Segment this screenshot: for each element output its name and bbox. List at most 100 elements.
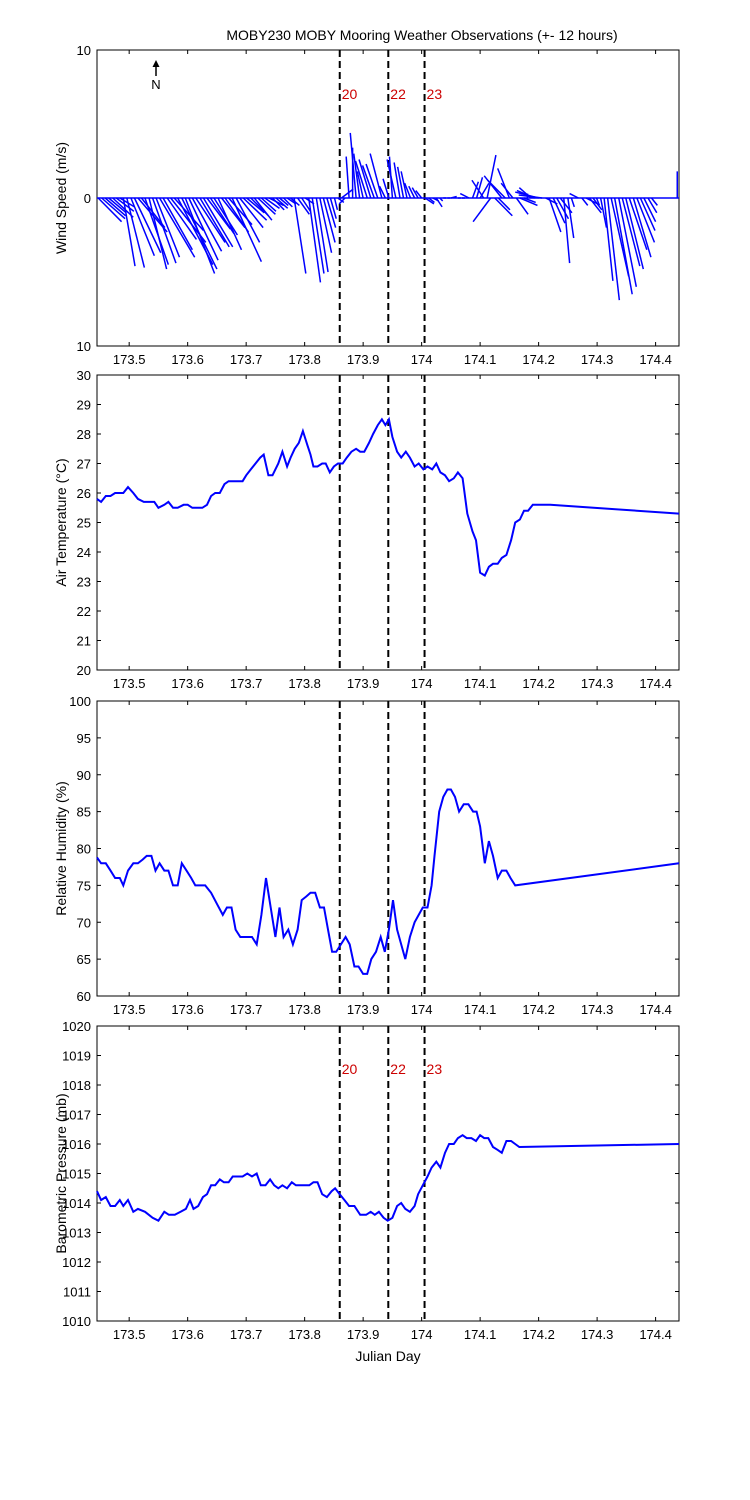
wind-vector [133, 197, 162, 254]
x-tick-label: 174.1 [464, 676, 497, 691]
wind-vector [400, 171, 408, 199]
wind-vector [148, 197, 168, 270]
x-tick-label: 173.5 [113, 676, 146, 691]
x-tick-label: 173.7 [230, 352, 263, 367]
wind-vector [567, 197, 575, 239]
x-tick-label: 173.8 [288, 676, 321, 691]
y-axis-label: Air Temperature (°C) [53, 458, 69, 586]
wind-vector [173, 197, 205, 232]
wind-vector [581, 197, 589, 206]
wind-vector [315, 197, 329, 273]
x-tick-label: 173.8 [288, 352, 321, 367]
figure-title: MOBY230 MOBY Mooring Weather Observation… [226, 27, 617, 43]
y-tick-label: 1015 [62, 1167, 91, 1182]
y-tick-label: 30 [77, 368, 91, 383]
x-tick-label: 174 [411, 352, 433, 367]
x-tick-label: 173.5 [113, 352, 146, 367]
y-tick-label: 1019 [62, 1049, 91, 1064]
wind-vector [206, 197, 231, 230]
wind-vector [333, 197, 339, 211]
y-tick-label: 1018 [62, 1078, 91, 1093]
y-tick-label: 95 [77, 731, 91, 746]
wind-vector [119, 197, 135, 208]
x-tick-label: 174.2 [522, 352, 555, 367]
wind-vector [415, 190, 423, 199]
x-tick-label: 174.4 [639, 352, 672, 367]
wind-vector [393, 162, 401, 199]
x-tick-label: 173.9 [347, 1002, 380, 1017]
y-tick-label: 10 [77, 339, 91, 354]
wind-vector [497, 197, 511, 211]
x-tick-label: 173.5 [113, 1327, 146, 1342]
y-tick-label: 85 [77, 805, 91, 820]
event-marker-label: 22 [390, 86, 406, 102]
wind-vector [126, 197, 146, 268]
wind-vector [382, 178, 390, 199]
wind-vector [239, 197, 264, 229]
x-tick-label: 173.5 [113, 1002, 146, 1017]
wind-vector [253, 197, 273, 221]
wind-vector [108, 197, 127, 214]
wind-vector [647, 197, 658, 214]
wind-vector [349, 132, 357, 199]
y-tick-label: 22 [77, 604, 91, 619]
y-tick-label: 65 [77, 952, 91, 967]
x-tick-label: 174.3 [581, 352, 614, 367]
wind-vector [283, 197, 293, 208]
y-tick-label: 70 [77, 915, 91, 930]
wind-vector [356, 171, 364, 199]
wind-vector [257, 197, 276, 215]
wind-vector [632, 197, 652, 258]
wind-vector [345, 156, 350, 199]
y-tick-label: 1013 [62, 1226, 91, 1241]
wind-vector [217, 197, 243, 251]
y-tick-label: 1010 [62, 1314, 91, 1329]
wind-vector [494, 197, 513, 217]
y-tick-label: 29 [77, 398, 91, 413]
wind-vector [365, 163, 379, 199]
x-tick-label: 173.7 [230, 1002, 263, 1017]
y-tick-label: 28 [77, 427, 91, 442]
event-marker-label: 23 [427, 1061, 443, 1077]
x-tick-label: 173.7 [230, 1327, 263, 1342]
y-tick-label: 1016 [62, 1137, 91, 1152]
wind-vector [122, 197, 136, 267]
wind-vector [199, 197, 230, 248]
y-tick-label: 80 [77, 842, 91, 857]
x-tick-label: 173.8 [288, 1002, 321, 1017]
wind-vector [475, 177, 484, 199]
y-tick-label: 23 [77, 575, 91, 590]
series-line [96, 1133, 680, 1222]
wind-vector [353, 153, 361, 199]
x-tick-label: 174.2 [522, 1002, 555, 1017]
wind-vector [487, 179, 506, 199]
wind-vector [354, 160, 368, 199]
x-tick-label: 174 [411, 1002, 433, 1017]
x-tick-label: 173.9 [347, 1327, 380, 1342]
wind-vector [235, 197, 261, 243]
x-tick-label: 174.1 [464, 352, 497, 367]
wind-vector [195, 197, 226, 243]
wind-vector [221, 197, 246, 229]
wind-vector [166, 197, 198, 240]
x-tick-label: 173.6 [171, 1002, 204, 1017]
wind-vector [293, 197, 307, 274]
y-tick-label: 1017 [62, 1108, 91, 1123]
wind-vector [264, 197, 280, 209]
y-axis-label: Relative Humidity (%) [53, 781, 69, 916]
north-arrow-head-icon [152, 60, 160, 67]
wind-vector [158, 197, 196, 258]
wind-vector [643, 197, 657, 223]
wind-vector [191, 197, 223, 252]
wind-vector [519, 197, 538, 207]
y-tick-label: 21 [77, 634, 91, 649]
y-tick-label: 25 [77, 516, 91, 531]
wind-vector [569, 192, 579, 199]
event-marker-label: 22 [390, 1061, 406, 1077]
wind-vector [104, 197, 127, 217]
wind-vector [496, 168, 511, 199]
wind-vector [483, 175, 503, 199]
wind-vector [650, 197, 658, 206]
wind-vector [459, 192, 470, 199]
